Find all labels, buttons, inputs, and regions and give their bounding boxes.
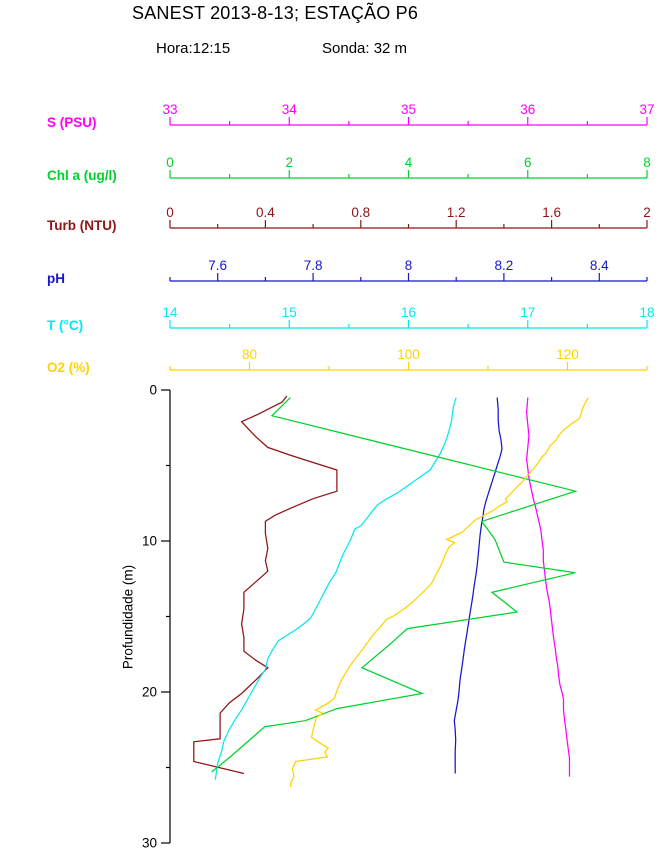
tick-label-S: 34 xyxy=(282,102,298,117)
tick-label-pH: 8 xyxy=(405,258,413,273)
tick-label-Turb: 2 xyxy=(643,205,651,220)
tick-label-Turb: 0 xyxy=(166,205,174,220)
tick-label-pH: 8.4 xyxy=(590,258,609,273)
tick-label-S: 33 xyxy=(162,102,177,117)
tick-label-T: 18 xyxy=(639,305,654,320)
series-Turb xyxy=(193,395,338,775)
tick-label-Chl: 2 xyxy=(285,155,293,170)
axis-label-chl-a: Chl a (ug/l) xyxy=(47,168,117,183)
tick-label-T: 14 xyxy=(162,305,178,320)
axis-label-salinity: S (PSU) xyxy=(47,115,97,130)
header-hora: Hora:12:15 xyxy=(156,40,231,57)
tick-label-Chl: 4 xyxy=(405,155,413,170)
tick-label-S: 36 xyxy=(520,102,535,117)
axis-label-temp: T (°C) xyxy=(47,318,84,333)
tick-label-O2: 80 xyxy=(242,347,257,362)
axis-label-oxygen: O2 (%) xyxy=(47,360,90,375)
series-Chl xyxy=(211,397,578,773)
tick-label-Chl: 6 xyxy=(524,155,532,170)
depth-tick-label: 0 xyxy=(149,383,157,398)
depth-tick-label: 30 xyxy=(142,836,157,851)
tick-label-T: 16 xyxy=(401,305,416,320)
tick-label-Turb: 1.6 xyxy=(542,205,561,220)
tick-label-Chl: 8 xyxy=(643,155,651,170)
tick-label-Chl: 0 xyxy=(166,155,174,170)
depth-tick-label: 10 xyxy=(142,534,157,549)
tick-label-Turb: 1.2 xyxy=(447,205,466,220)
header-sonda: Sonda: 32 m xyxy=(322,40,408,57)
series-O2 xyxy=(290,397,589,788)
tick-label-T: 17 xyxy=(520,305,535,320)
tick-label-T: 15 xyxy=(282,305,297,320)
series-T xyxy=(214,397,457,780)
series-pH xyxy=(453,397,503,774)
tick-label-O2: 120 xyxy=(556,347,579,362)
depth-tick-label: 20 xyxy=(142,685,157,700)
tick-label-S: 35 xyxy=(401,102,416,117)
axis-label-turbidity: Turb (NTU) xyxy=(47,218,117,233)
tick-label-pH: 8.2 xyxy=(495,258,514,273)
tick-label-pH: 7.8 xyxy=(304,258,323,273)
tick-label-O2: 100 xyxy=(397,347,420,362)
tick-label-S: 37 xyxy=(639,102,654,117)
tick-label-pH: 7.6 xyxy=(208,258,227,273)
tick-label-Turb: 0.4 xyxy=(256,205,275,220)
chart-title: SANEST 2013-8-13; ESTAÇÃO P6 xyxy=(132,3,419,23)
tick-label-Turb: 0.8 xyxy=(351,205,370,220)
series-S xyxy=(525,397,571,777)
axis-label-ph: pH xyxy=(47,271,65,286)
